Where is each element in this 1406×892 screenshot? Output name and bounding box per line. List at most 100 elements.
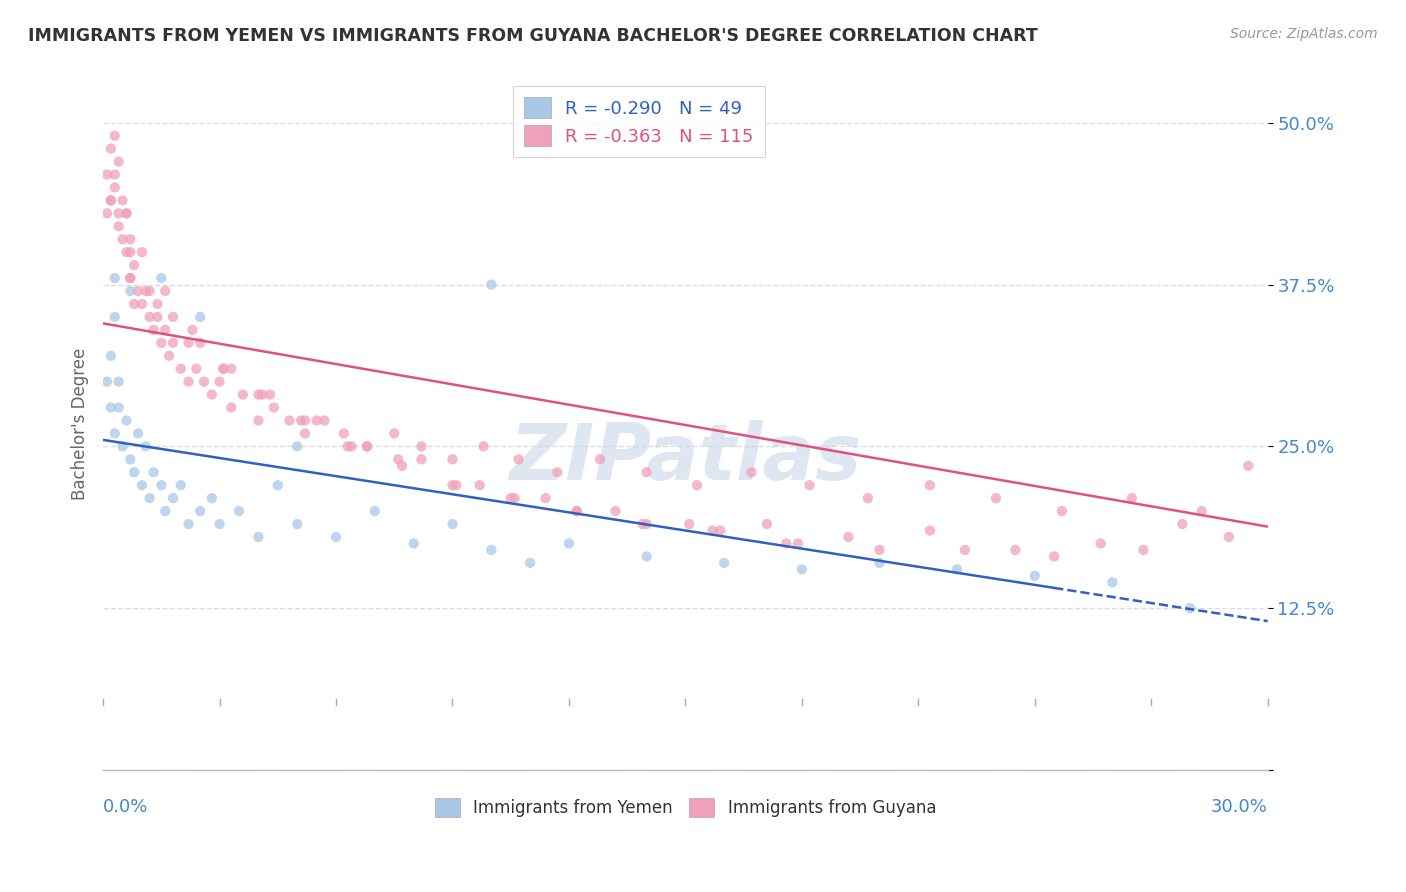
Point	[546, 465, 568, 479]
Point	[107, 154, 129, 169]
Point	[120, 284, 142, 298]
Point	[107, 401, 129, 415]
Point	[333, 426, 356, 441]
Point	[150, 271, 173, 285]
Point	[356, 439, 378, 453]
Point	[193, 375, 215, 389]
Point	[107, 206, 129, 220]
Text: 30.0%: 30.0%	[1211, 797, 1268, 815]
Point	[1191, 504, 1213, 518]
Point	[285, 516, 308, 531]
Point	[177, 375, 200, 389]
Point	[146, 297, 169, 311]
Point	[120, 452, 142, 467]
Point	[702, 524, 724, 538]
Point	[686, 478, 709, 492]
Point	[104, 128, 127, 143]
Point	[869, 556, 891, 570]
Point	[534, 491, 557, 505]
Point	[305, 413, 328, 427]
Point	[263, 401, 285, 415]
Point	[142, 323, 165, 337]
Point	[356, 439, 378, 453]
Point	[1121, 491, 1143, 505]
Point	[1004, 543, 1026, 558]
Point	[96, 168, 118, 182]
Point	[856, 491, 879, 505]
Point	[177, 335, 200, 350]
Point	[391, 458, 413, 473]
Point	[150, 335, 173, 350]
Point	[162, 335, 184, 350]
Point	[441, 478, 464, 492]
Point	[290, 413, 312, 427]
Point	[336, 439, 359, 453]
Point	[111, 194, 134, 208]
Point	[100, 401, 122, 415]
Point	[558, 536, 581, 550]
Point	[285, 439, 308, 453]
Point	[208, 516, 231, 531]
Point	[1043, 549, 1066, 564]
Point	[170, 361, 193, 376]
Point	[115, 206, 138, 220]
Point	[252, 387, 274, 401]
Point	[186, 361, 208, 376]
Point	[208, 375, 231, 389]
Point	[1090, 536, 1112, 550]
Point	[953, 543, 976, 558]
Point	[100, 142, 122, 156]
Point	[120, 271, 142, 285]
Legend: Immigrants from Yemen, Immigrants from Guyana: Immigrants from Yemen, Immigrants from G…	[427, 791, 943, 824]
Point	[188, 504, 211, 518]
Point	[181, 323, 204, 337]
Point	[984, 491, 1007, 505]
Point	[138, 310, 160, 324]
Point	[294, 413, 316, 427]
Point	[157, 349, 180, 363]
Point	[120, 271, 142, 285]
Point	[314, 413, 336, 427]
Point	[135, 439, 157, 453]
Point	[402, 536, 425, 550]
Point	[150, 478, 173, 492]
Point	[131, 297, 153, 311]
Point	[188, 335, 211, 350]
Point	[100, 194, 122, 208]
Point	[294, 426, 316, 441]
Point	[100, 349, 122, 363]
Point	[1171, 516, 1194, 531]
Point	[755, 516, 778, 531]
Point	[799, 478, 821, 492]
Point	[267, 478, 290, 492]
Point	[219, 401, 242, 415]
Point	[1024, 569, 1046, 583]
Point	[1178, 601, 1201, 615]
Point	[499, 491, 522, 505]
Point	[162, 491, 184, 505]
Point	[468, 478, 491, 492]
Point	[837, 530, 859, 544]
Point	[111, 439, 134, 453]
Text: Source: ZipAtlas.com: Source: ZipAtlas.com	[1230, 27, 1378, 41]
Point	[135, 284, 157, 298]
Point	[247, 387, 270, 401]
Point	[1101, 575, 1123, 590]
Point	[364, 504, 387, 518]
Point	[127, 426, 149, 441]
Point	[441, 452, 464, 467]
Point	[201, 387, 224, 401]
Point	[104, 180, 127, 194]
Point	[259, 387, 281, 401]
Point	[589, 452, 612, 467]
Point	[146, 310, 169, 324]
Point	[441, 516, 464, 531]
Point	[212, 361, 235, 376]
Point	[228, 504, 250, 518]
Y-axis label: Bachelor's Degree: Bachelor's Degree	[72, 348, 89, 500]
Point	[131, 245, 153, 260]
Point	[1132, 543, 1154, 558]
Point	[100, 194, 122, 208]
Point	[188, 310, 211, 324]
Point	[162, 310, 184, 324]
